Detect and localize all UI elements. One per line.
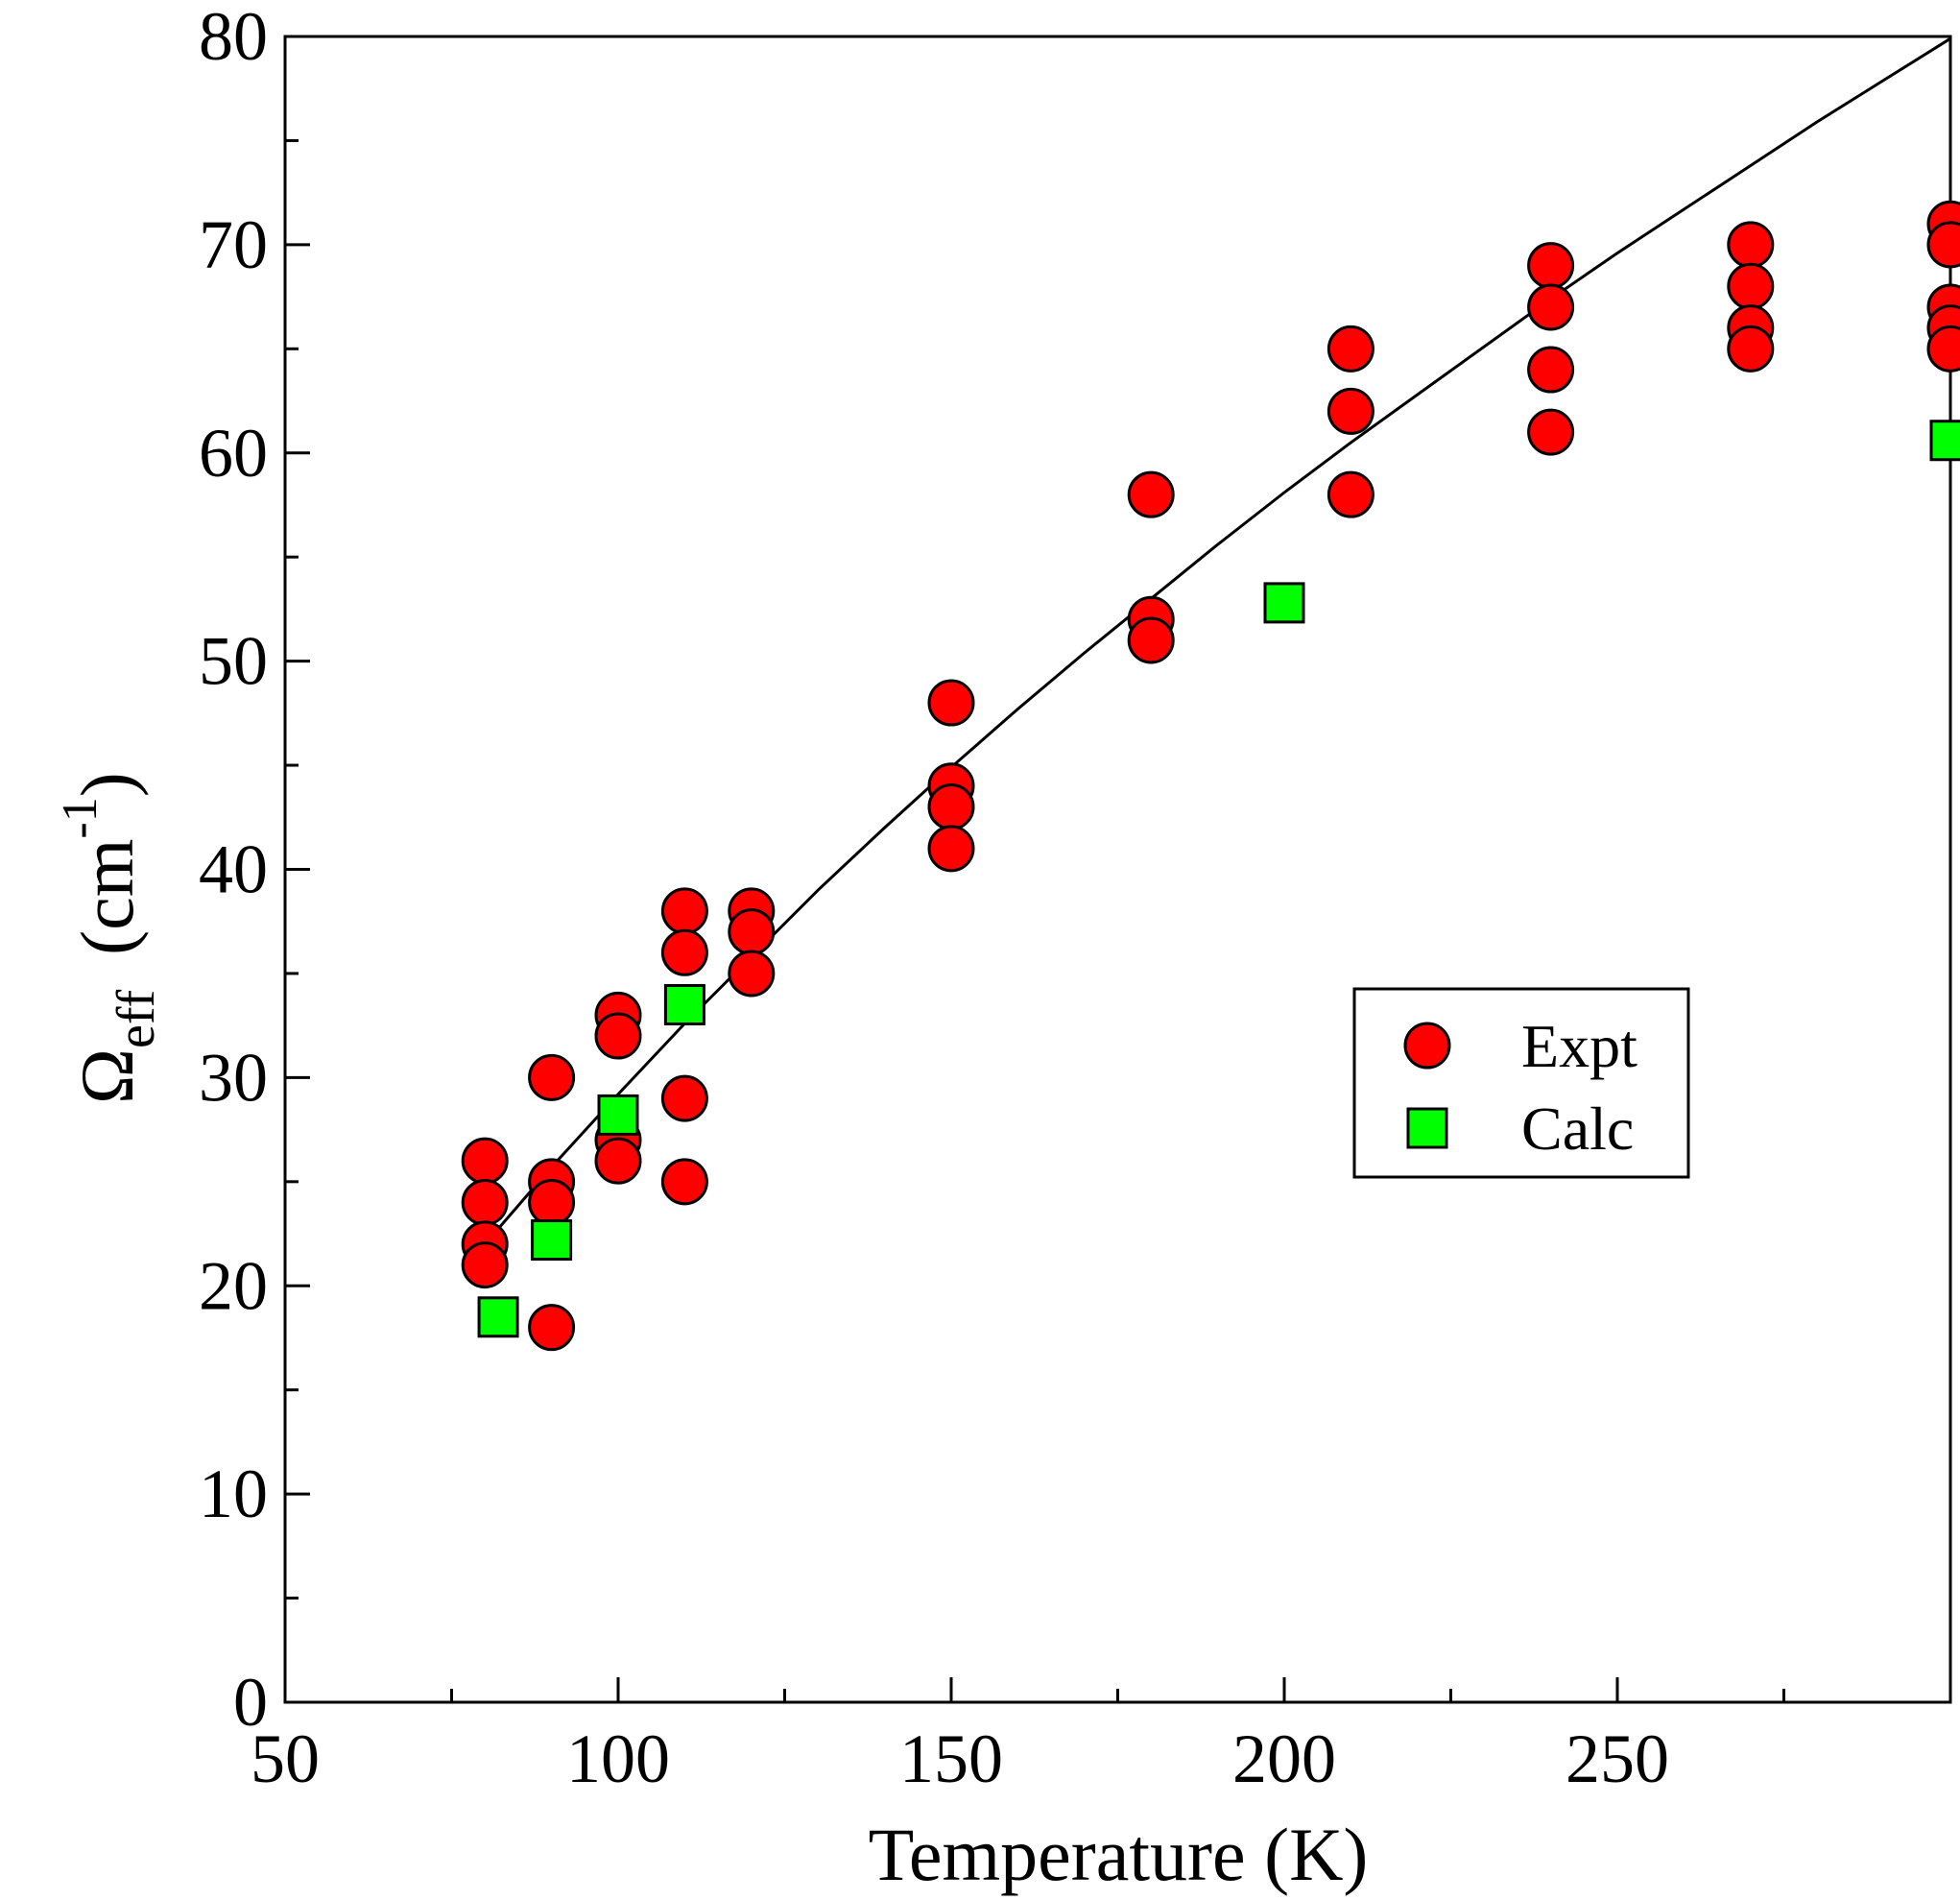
calc-point: [597, 1094, 639, 1136]
legend-label-calc: Calc: [1521, 1094, 1634, 1163]
legend-label-expt: Expt: [1521, 1012, 1637, 1080]
plot-frame: [283, 35, 1952, 1704]
calc-point: [1929, 420, 1960, 462]
expt-point: [528, 1304, 576, 1352]
x-tick-label: 200: [1232, 1720, 1336, 1797]
fit-line: [484, 36, 1951, 1245]
svg-text:Ωeff(cm-1): Ωeff (cm-1): [53, 772, 166, 1104]
expt-point: [461, 1179, 509, 1226]
x-axis-title: Temperature (K): [869, 1813, 1369, 1896]
expt-point: [528, 1053, 576, 1101]
y-axis-unit-close: ): [65, 772, 149, 797]
expt-point: [1327, 470, 1374, 518]
y-tick-label: 50: [199, 623, 268, 700]
expt-point: [1926, 325, 1960, 373]
expt-point: [1127, 616, 1175, 664]
y-tick-label: 60: [199, 415, 268, 492]
expt-point: [461, 1241, 509, 1289]
calc-point: [1263, 582, 1305, 624]
expt-point: [1926, 221, 1960, 269]
calc-point: [663, 983, 705, 1025]
expt-point: [728, 908, 776, 956]
expt-point: [528, 1179, 576, 1226]
expt-point: [927, 679, 975, 727]
expt-point: [660, 1074, 708, 1122]
calc-point: [477, 1296, 519, 1338]
expt-point: [660, 887, 708, 935]
y-axis-unit-superscript: -1: [53, 797, 108, 838]
y-tick-label: 20: [199, 1247, 268, 1324]
expt-point: [660, 928, 708, 976]
expt-point: [1527, 242, 1575, 290]
y-tick-label: 40: [199, 831, 268, 908]
expt-point: [1327, 325, 1374, 373]
calc-point: [531, 1219, 573, 1262]
y-axis-title: Ωeff (cm-1): [53, 772, 166, 1104]
y-tick-label: 30: [199, 1039, 268, 1116]
y-axis-unit-open: (cm: [65, 839, 149, 955]
x-tick-label: 250: [1566, 1720, 1669, 1797]
expt-point: [594, 1137, 642, 1185]
legend-marker-calc: [1406, 1107, 1448, 1149]
expt-point: [1727, 221, 1775, 269]
y-tick-label: 0: [233, 1664, 268, 1741]
plot-area: 50 100 150 200 250 0 10 20 30 40 50 60 70 80: [199, 0, 1960, 1797]
y-tick-label: 80: [199, 0, 268, 75]
y-tick-label: 10: [199, 1455, 268, 1532]
expt-point: [1527, 283, 1575, 331]
expt-point: [1727, 325, 1775, 373]
expt-point: [1327, 387, 1374, 435]
x-tick-label: 50: [251, 1720, 320, 1797]
expt-point: [1127, 470, 1175, 518]
x-tick-label: 100: [566, 1720, 670, 1797]
expt-point: [594, 1012, 642, 1060]
x-tick-label: 150: [899, 1720, 1003, 1797]
y-axis-symbol: Ω: [65, 1048, 149, 1104]
legend: Expt Calc: [1352, 987, 1690, 1179]
y-axis-subscript: eff: [107, 990, 166, 1048]
expt-point: [1727, 262, 1775, 310]
expt-point: [1527, 346, 1575, 394]
legend-marker-expt: [1403, 1022, 1451, 1070]
expt-point: [927, 825, 975, 873]
y-tick-label: 70: [199, 206, 268, 283]
expt-point: [1527, 408, 1575, 456]
expt-point: [728, 950, 776, 998]
expt-point: [461, 1137, 509, 1185]
expt-point: [660, 1158, 708, 1206]
expt-point: [927, 782, 975, 830]
